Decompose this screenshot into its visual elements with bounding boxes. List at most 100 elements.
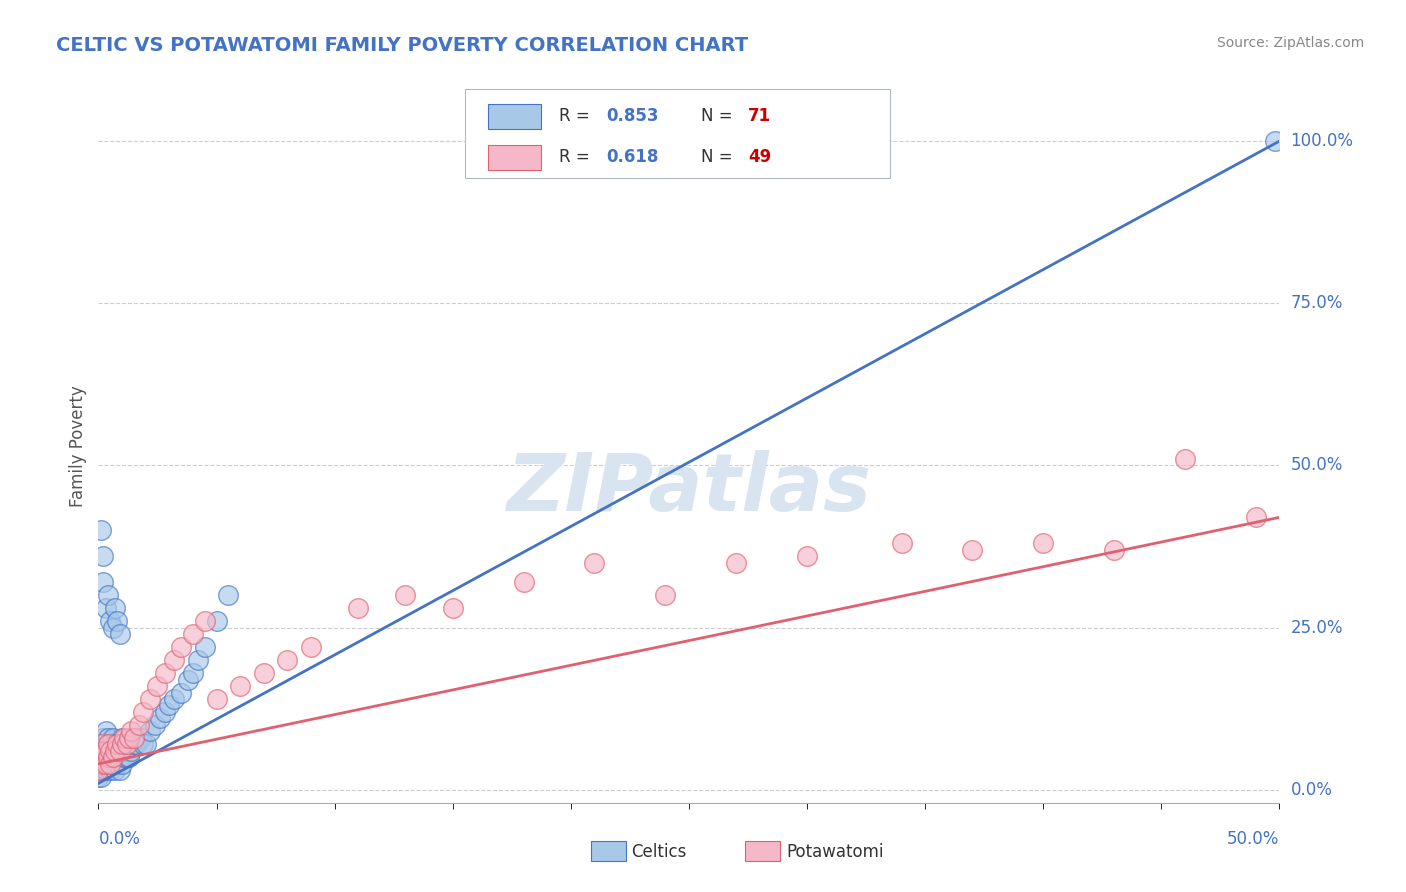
Point <box>91 744 114 758</box>
Point <box>132 738 155 752</box>
Point <box>139 724 162 739</box>
Point <box>725 556 748 570</box>
Point <box>91 756 114 771</box>
Point <box>143 718 166 732</box>
Point <box>654 588 676 602</box>
Point <box>129 731 152 745</box>
Point <box>394 588 416 602</box>
Point <box>101 756 124 771</box>
Text: 49: 49 <box>748 148 772 166</box>
Point <box>91 764 114 778</box>
Point <box>97 750 120 764</box>
Point <box>94 738 117 752</box>
Point <box>125 738 148 752</box>
Point <box>157 698 180 713</box>
Point <box>101 750 124 764</box>
Point <box>91 744 114 758</box>
Point <box>347 601 370 615</box>
Point <box>112 750 135 764</box>
Point <box>105 614 128 628</box>
Point <box>97 731 120 745</box>
Point <box>105 756 128 771</box>
Point <box>128 718 150 732</box>
Point <box>105 744 128 758</box>
Text: Celtics: Celtics <box>631 843 686 861</box>
Text: 75.0%: 75.0% <box>1291 294 1343 312</box>
Y-axis label: Family Poverty: Family Poverty <box>69 385 87 507</box>
Point <box>149 711 172 725</box>
Point <box>87 770 110 784</box>
Text: N =: N = <box>700 148 738 166</box>
Point <box>98 614 121 628</box>
Point <box>170 640 193 654</box>
Point <box>194 614 217 628</box>
Text: Source: ZipAtlas.com: Source: ZipAtlas.com <box>1216 36 1364 50</box>
Point <box>101 621 124 635</box>
Point <box>108 627 131 641</box>
Text: CELTIC VS POTAWATOMI FAMILY POVERTY CORRELATION CHART: CELTIC VS POTAWATOMI FAMILY POVERTY CORR… <box>56 36 748 54</box>
Point <box>962 542 984 557</box>
Point <box>253 666 276 681</box>
Point <box>177 673 200 687</box>
Text: 0.0%: 0.0% <box>98 830 141 847</box>
Text: 0.0%: 0.0% <box>1291 780 1333 799</box>
Point <box>91 756 114 771</box>
Point <box>128 731 150 745</box>
Point <box>121 724 143 739</box>
Text: 50.0%: 50.0% <box>1291 457 1343 475</box>
Point <box>87 756 110 771</box>
Point <box>118 750 141 764</box>
Point <box>94 764 117 778</box>
Point <box>205 692 228 706</box>
Point <box>111 744 134 758</box>
Point <box>112 731 135 745</box>
Point <box>90 524 112 538</box>
Text: Potawatomi: Potawatomi <box>786 843 883 861</box>
Point <box>1174 452 1197 467</box>
Point <box>122 731 145 745</box>
Point <box>229 679 252 693</box>
Point <box>101 744 124 758</box>
Text: 0.618: 0.618 <box>606 148 658 166</box>
Point <box>108 744 131 758</box>
Point <box>796 549 818 564</box>
Point <box>105 738 128 752</box>
Point <box>132 705 155 719</box>
Point <box>115 738 138 752</box>
Point <box>890 536 912 550</box>
Point <box>139 692 162 706</box>
Point <box>115 738 138 752</box>
Point <box>98 750 121 764</box>
Text: 50.0%: 50.0% <box>1227 830 1279 847</box>
Text: R =: R = <box>560 107 595 125</box>
Point <box>163 653 186 667</box>
Point <box>205 614 228 628</box>
Point <box>217 588 239 602</box>
Point <box>111 731 134 745</box>
Point <box>94 744 117 758</box>
Point <box>90 770 112 784</box>
Bar <box>488 103 541 128</box>
Text: 25.0%: 25.0% <box>1291 619 1343 637</box>
Point <box>108 764 131 778</box>
Point <box>90 744 112 758</box>
Text: N =: N = <box>700 107 738 125</box>
Point <box>90 750 112 764</box>
Point <box>90 750 112 764</box>
Point <box>118 738 141 752</box>
Text: R =: R = <box>560 148 595 166</box>
Point <box>91 731 114 745</box>
Point <box>98 764 121 778</box>
Point <box>512 575 534 590</box>
Point <box>181 627 204 641</box>
Point <box>181 666 204 681</box>
Point <box>170 685 193 699</box>
Point <box>104 601 127 615</box>
Point <box>98 756 121 771</box>
Point <box>1244 510 1267 524</box>
Point <box>90 764 112 778</box>
Point <box>441 601 464 615</box>
Point <box>87 764 110 778</box>
Point <box>111 756 134 771</box>
Point <box>91 549 114 564</box>
